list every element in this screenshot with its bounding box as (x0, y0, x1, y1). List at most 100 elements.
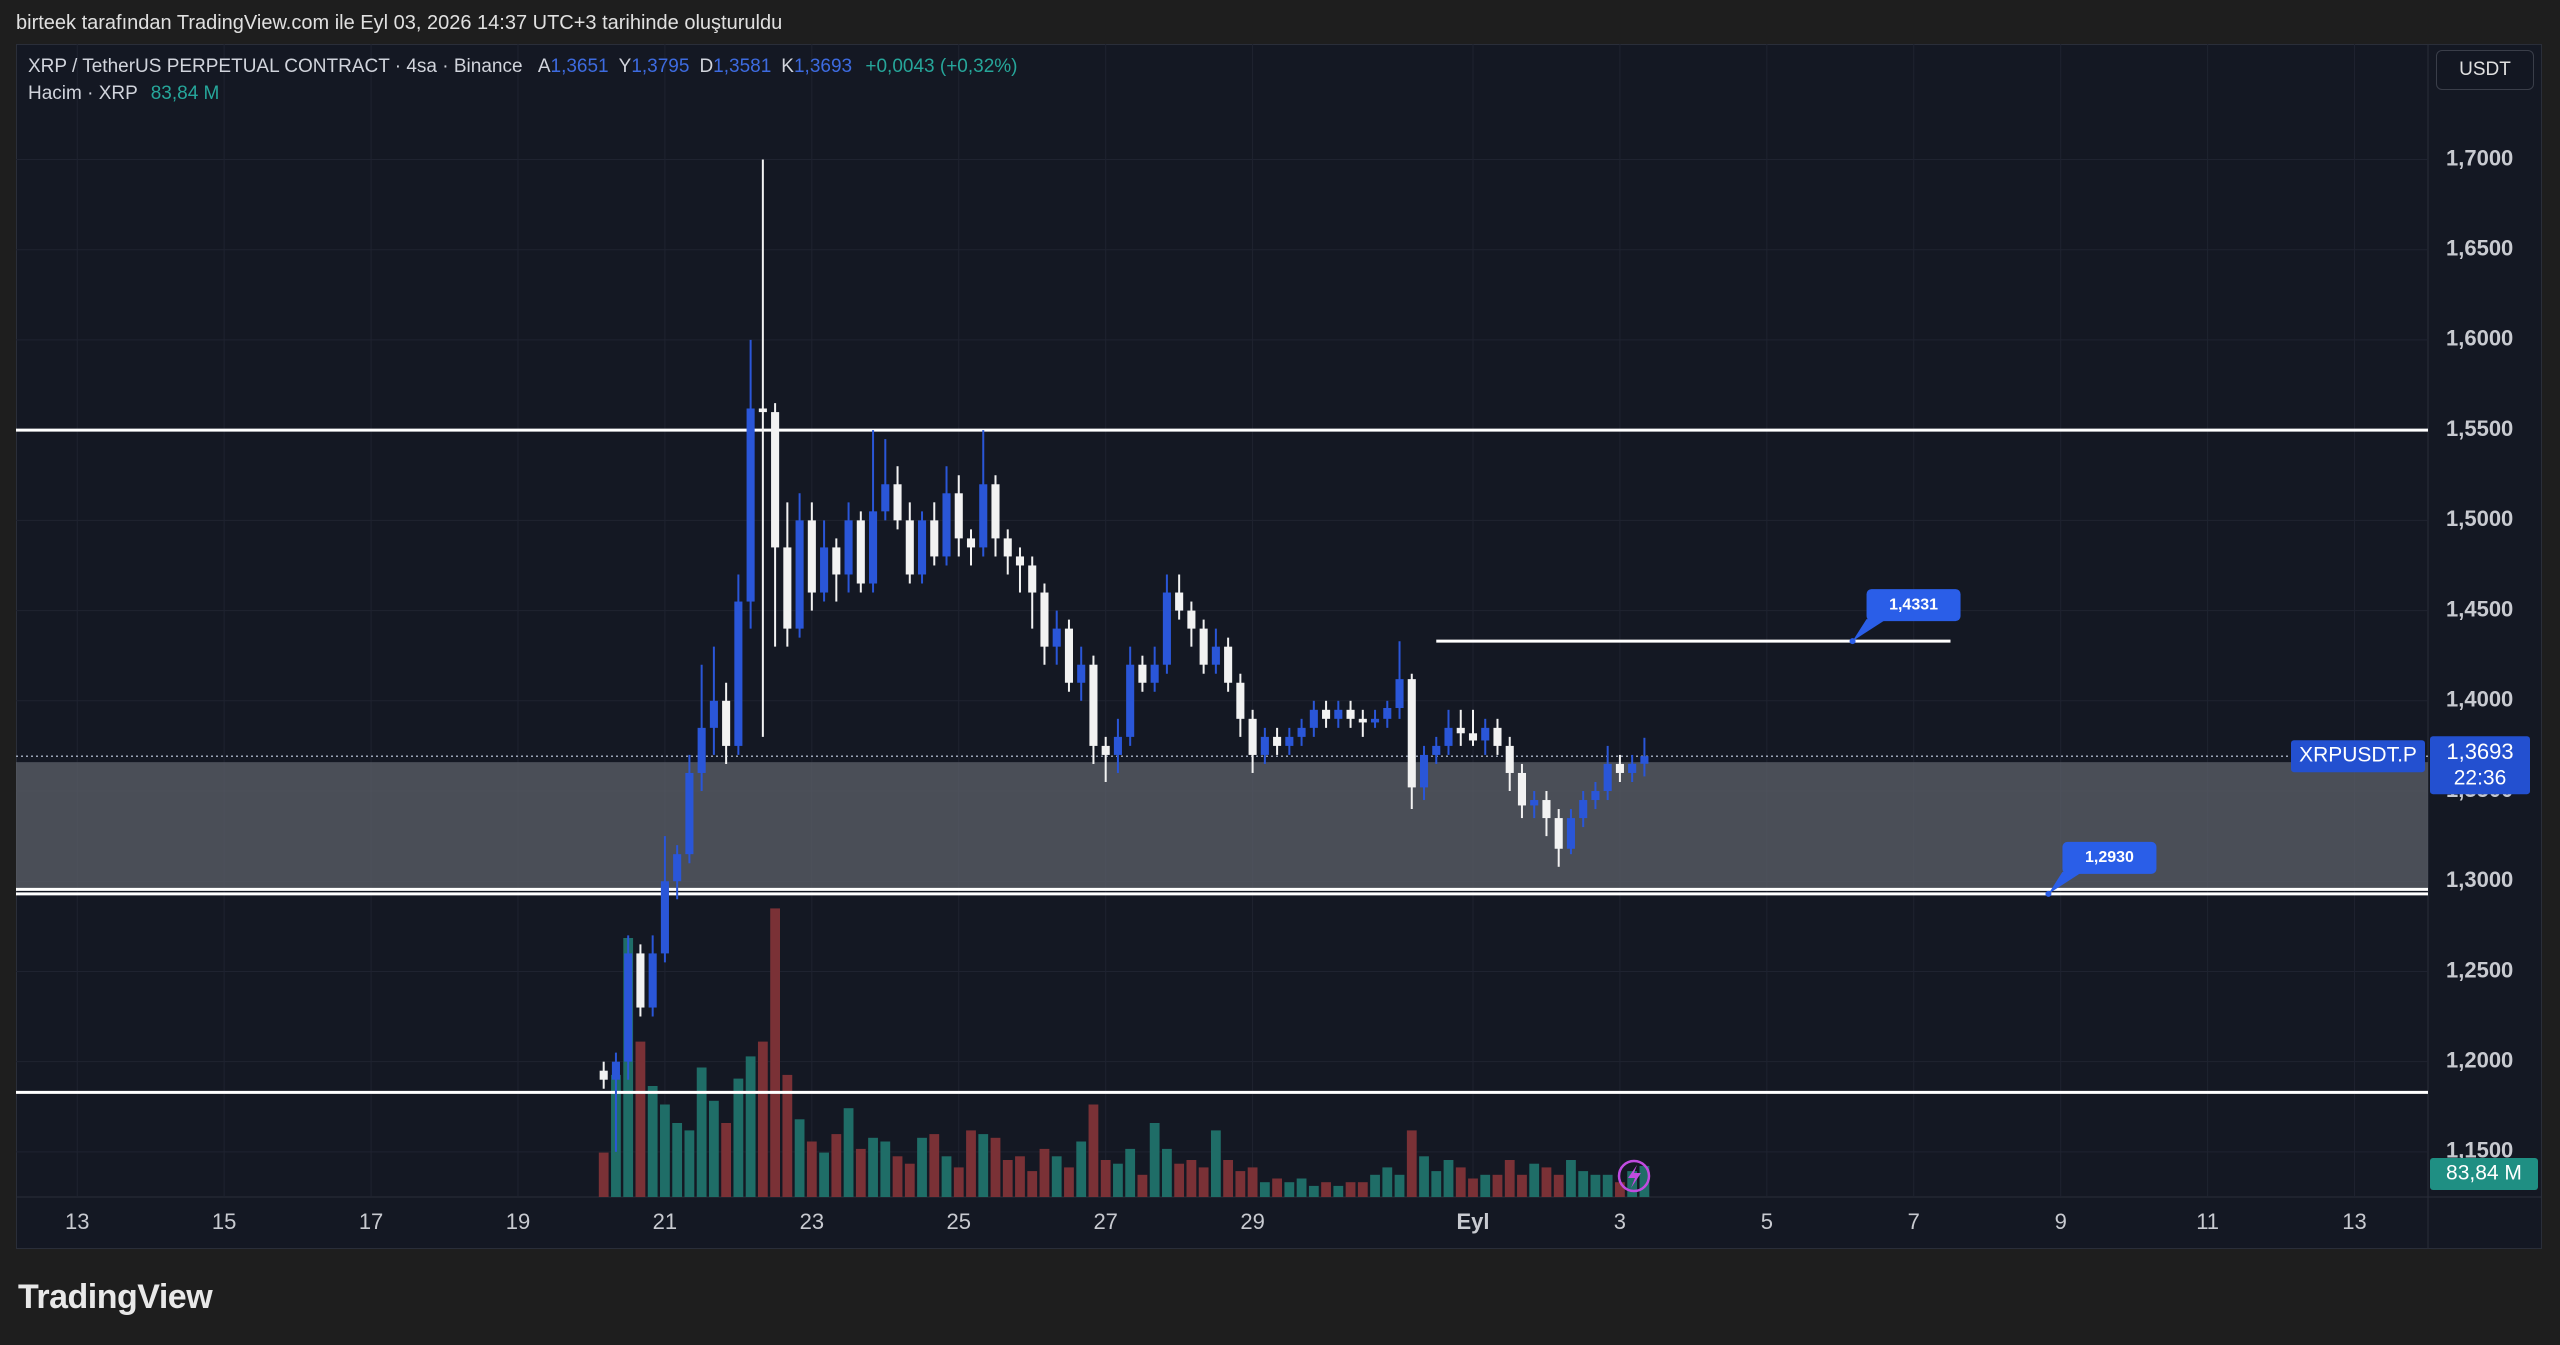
legend-key: D (699, 56, 714, 77)
legend: XRP / TetherUS PERPETUAL CONTRACT · 4sa … (28, 56, 1018, 110)
candle-body (991, 484, 1000, 539)
candle-body (1444, 727, 1453, 746)
volume-bar (1039, 1148, 1050, 1197)
volume-bar (696, 1067, 707, 1197)
price-label-box (2430, 736, 2530, 795)
volume-bar (1051, 1156, 1062, 1197)
callout-box (1866, 589, 1961, 622)
volume-bar (1480, 1174, 1491, 1197)
volume-bar (733, 1078, 744, 1197)
volume-bar (1431, 1171, 1442, 1197)
x-tick-label: 23 (800, 1209, 824, 1234)
x-tick-label: 3 (1614, 1209, 1626, 1234)
candle-body (1407, 679, 1416, 788)
candle-body (1468, 733, 1478, 741)
x-tick-label: 17 (359, 1209, 383, 1234)
callout-box (2062, 841, 2157, 874)
volume-bar (1308, 1185, 1319, 1197)
candle-body (1003, 538, 1012, 557)
volume-bar (1162, 1148, 1172, 1197)
candle-body (1089, 664, 1098, 746)
candle-body (734, 601, 743, 746)
volume-bar (917, 1137, 927, 1197)
candle-body (893, 484, 902, 521)
volume-bar (1468, 1178, 1478, 1197)
candle-body (1162, 592, 1171, 665)
zone (16, 762, 2428, 890)
legend-value: 1,3693 (793, 56, 853, 77)
legend-value: 1,3651 (550, 56, 609, 77)
y-tick-label: 1,6500 (2446, 236, 2513, 261)
volume-bar (1002, 1160, 1013, 1197)
candle-body (1517, 772, 1527, 806)
symbol-row: XRP / TetherUS PERPETUAL CONTRACT · 4sa … (28, 56, 1018, 83)
volume-bar (1100, 1160, 1111, 1197)
volume-bar (1602, 1174, 1613, 1197)
candle-body (1187, 610, 1196, 629)
volume-bar (1566, 1160, 1576, 1197)
volume-bar (1578, 1171, 1589, 1197)
volume-bar (1382, 1167, 1393, 1197)
candle-body (1285, 736, 1294, 746)
x-tick-label: 9 (2055, 1209, 2067, 1234)
volume-bar (1125, 1148, 1136, 1197)
candle-body (820, 547, 829, 593)
chart-panel (16, 44, 2542, 1249)
currency-button[interactable]: USDT (2436, 50, 2534, 90)
volume-bar (770, 908, 781, 1197)
x-tick-label: 13 (2342, 1209, 2366, 1234)
candle-body (844, 520, 853, 575)
candle-body (1566, 818, 1575, 849)
y-tick-label: 1,5000 (2446, 506, 2513, 531)
candle-body (1138, 664, 1147, 683)
candle-body (1395, 679, 1404, 709)
volume-bar (1259, 1182, 1270, 1197)
candle-body (856, 520, 865, 584)
volume-bar (660, 1104, 670, 1197)
volume-bar (941, 1156, 952, 1197)
candle-body (722, 700, 731, 746)
candle-body (1419, 754, 1429, 788)
candle-body (624, 953, 633, 1062)
candle-body (942, 493, 951, 557)
candle-body (709, 700, 718, 728)
volume-bar (1198, 1167, 1209, 1197)
y-tick-label: 1,4000 (2446, 687, 2513, 712)
volume-bar (1113, 1163, 1123, 1197)
candle-body (1297, 727, 1306, 737)
volume-bar (806, 1141, 817, 1197)
candle-body (599, 1070, 608, 1080)
volume-bar (794, 1119, 805, 1197)
y-tick-label: 1,3000 (2446, 867, 2513, 892)
candle-body (1640, 756, 1649, 764)
volume-bar (843, 1108, 854, 1197)
callout-anchor (2045, 890, 2052, 897)
legend-value: 1,3795 (631, 56, 690, 77)
volume-bar (1517, 1174, 1527, 1197)
candle-body (660, 881, 669, 954)
candle-body (1150, 664, 1159, 683)
candle-body (1064, 628, 1073, 683)
volume-bar (1321, 1182, 1331, 1197)
candle-body (1126, 664, 1135, 737)
candle-body (807, 520, 816, 593)
candle-body (832, 547, 841, 575)
candle-body (1273, 736, 1282, 746)
legend-value: 1,3581 (713, 56, 772, 77)
volume-bar (1137, 1174, 1148, 1197)
volume-bar (831, 1134, 842, 1197)
symbol-label-box (2291, 740, 2425, 773)
volume-bar (904, 1163, 915, 1197)
candle-body (1260, 736, 1269, 755)
volume-bar (708, 1100, 719, 1197)
legend-key: A (537, 56, 551, 77)
ohlc: A1,3651 Y1,3795 D1,3581 K1,3693 (528, 56, 852, 77)
volume-axis-label: 83,84 M (2446, 1162, 2522, 1185)
volume-bar (1443, 1160, 1454, 1197)
candle-body (1015, 556, 1025, 566)
candle-body (930, 520, 939, 557)
logo: TradingView (18, 1278, 213, 1316)
y-tick-label: 1,5500 (2446, 416, 2513, 441)
volume-bar (1394, 1174, 1405, 1197)
